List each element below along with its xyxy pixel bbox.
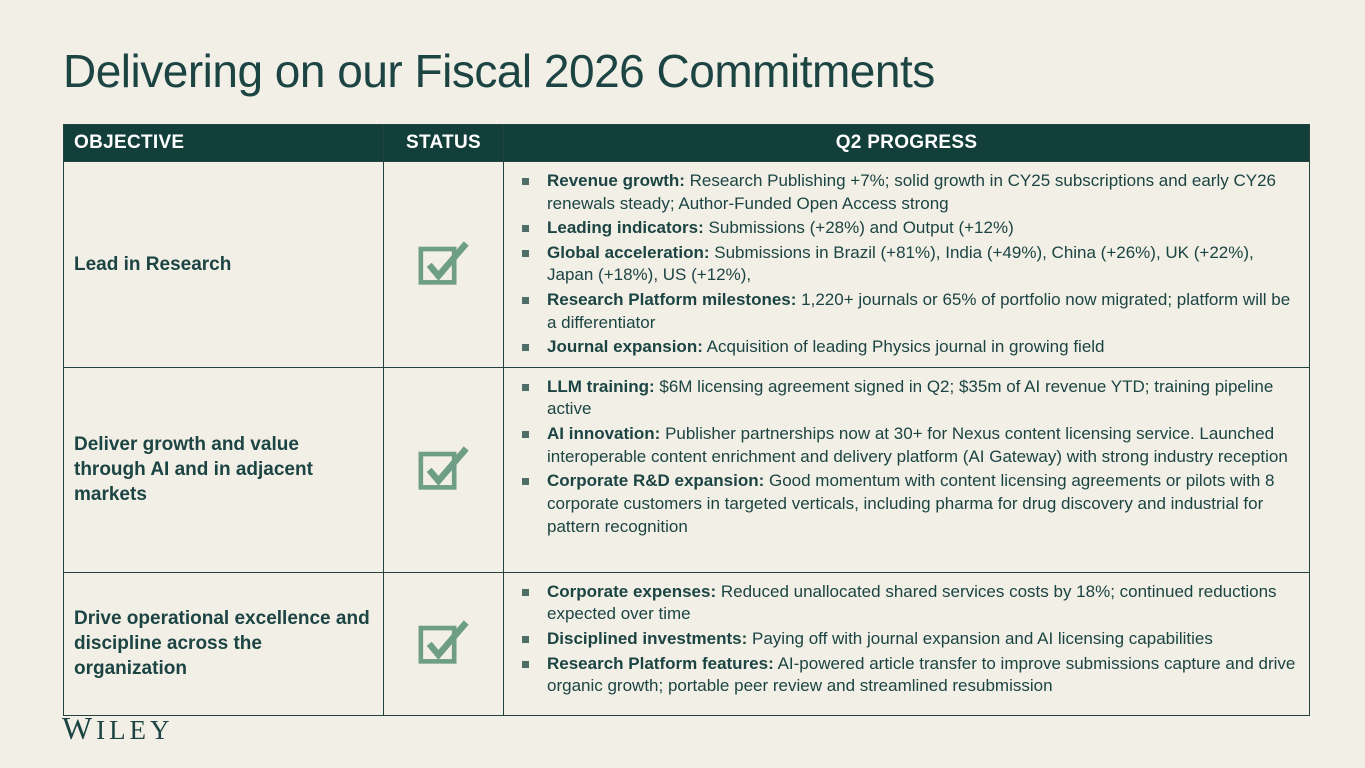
bullet-label: Global acceleration: bbox=[547, 242, 710, 262]
progress-cell: LLM training: $6M licensing agreement si… bbox=[503, 366, 1310, 573]
bullet-item: Leading indicators: Submissions (+28%) a… bbox=[516, 217, 1297, 240]
bullet-text: Submissions (+28%) and Output (+12%) bbox=[708, 218, 1014, 238]
wiley-logo: Wiley bbox=[62, 711, 174, 746]
bullet-text: Paying off with journal expansion and AI… bbox=[752, 629, 1213, 649]
progress-cell: Corporate expenses: Reduced unallocated … bbox=[503, 571, 1310, 716]
page-title: Delivering on our Fiscal 2026 Commitment… bbox=[63, 45, 935, 97]
column-header-objective: OBJECTIVE bbox=[63, 124, 384, 162]
bullet-item: Global acceleration: Submissions in Braz… bbox=[516, 242, 1297, 287]
table-header-row: OBJECTIVE STATUS Q2 PROGRESS bbox=[63, 124, 1310, 162]
bullet-text: $6M licensing agreement signed in Q2; $3… bbox=[547, 376, 1274, 419]
bullet-list: LLM training: $6M licensing agreement si… bbox=[516, 376, 1297, 538]
bullet-list: Corporate expenses: Reduced unallocated … bbox=[516, 581, 1297, 698]
commitments-table: OBJECTIVE STATUS Q2 PROGRESS Lead in Res… bbox=[63, 124, 1310, 716]
bullet-text: Reduced unallocated shared services cost… bbox=[547, 581, 1277, 624]
table-row-operational-excellence: Drive operational excellence and discipl… bbox=[63, 571, 1310, 716]
objective-cell: Deliver growth and value through AI and … bbox=[63, 366, 384, 573]
bullet-label: Corporate R&D expansion: bbox=[547, 471, 765, 491]
objective-cell: Lead in Research bbox=[63, 161, 384, 368]
bullet-text: Publisher partnerships now at 30+ for Ne… bbox=[547, 424, 1288, 466]
bullet-label: Research Platform features: bbox=[547, 653, 774, 673]
status-cell bbox=[383, 161, 504, 368]
status-cell bbox=[383, 366, 504, 573]
bullet-list: Revenue growth: Research Publishing +7%;… bbox=[516, 170, 1297, 359]
bullet-label: AI innovation: bbox=[547, 424, 661, 444]
bullet-text: Acquisition of leading Physics journal i… bbox=[706, 337, 1105, 357]
bullet-label: Research Platform milestones: bbox=[547, 290, 797, 310]
column-header-q2-progress: Q2 PROGRESS bbox=[503, 124, 1310, 162]
bullet-text: 1,220+ journals or 65% of portfolio now … bbox=[547, 290, 1291, 332]
table-row-lead-in-research: Lead in Research Revenue growth: Researc… bbox=[63, 161, 1310, 368]
table-row-deliver-growth-ai: Deliver growth and value through AI and … bbox=[63, 366, 1310, 573]
bullet-text: Research Publishing +7%; solid growth in… bbox=[547, 171, 1276, 213]
bullet-item: Journal expansion: Acquisition of leadin… bbox=[516, 336, 1297, 359]
bullet-item: Research Platform features: AI-powered a… bbox=[516, 653, 1297, 698]
check-icon bbox=[415, 237, 473, 287]
status-cell bbox=[383, 571, 504, 716]
bullet-label: Corporate expenses: bbox=[547, 581, 717, 601]
bullet-item: LLM training: $6M licensing agreement si… bbox=[516, 376, 1297, 421]
bullet-item: Revenue growth: Research Publishing +7%;… bbox=[516, 170, 1297, 215]
bullet-text: Good momentum with content licensing agr… bbox=[547, 471, 1275, 536]
bullet-item: Corporate expenses: Reduced unallocated … bbox=[516, 581, 1297, 626]
bullet-label: Revenue growth: bbox=[547, 171, 685, 190]
bullet-label: LLM training: bbox=[547, 376, 655, 396]
bullet-label: Journal expansion: bbox=[547, 337, 703, 357]
progress-cell: Revenue growth: Research Publishing +7%;… bbox=[503, 161, 1310, 368]
check-icon bbox=[415, 616, 473, 666]
objective-cell: Drive operational excellence and discipl… bbox=[63, 571, 384, 716]
bullet-item: Corporate R&D expansion: Good momentum w… bbox=[516, 470, 1297, 538]
bullet-item: Disciplined investments: Paying off with… bbox=[516, 628, 1297, 651]
bullet-label: Disciplined investments: bbox=[547, 629, 748, 649]
bullet-text: AI-powered article transfer to improve s… bbox=[547, 653, 1296, 696]
bullet-text: Submissions in Brazil (+81%), India (+49… bbox=[547, 242, 1254, 285]
bullet-item: Research Platform milestones: 1,220+ jou… bbox=[516, 289, 1297, 334]
column-header-status: STATUS bbox=[383, 124, 504, 162]
bullet-label: Leading indicators: bbox=[547, 218, 704, 238]
check-icon bbox=[415, 442, 473, 492]
bullet-item: AI innovation: Publisher partnerships no… bbox=[516, 423, 1297, 468]
